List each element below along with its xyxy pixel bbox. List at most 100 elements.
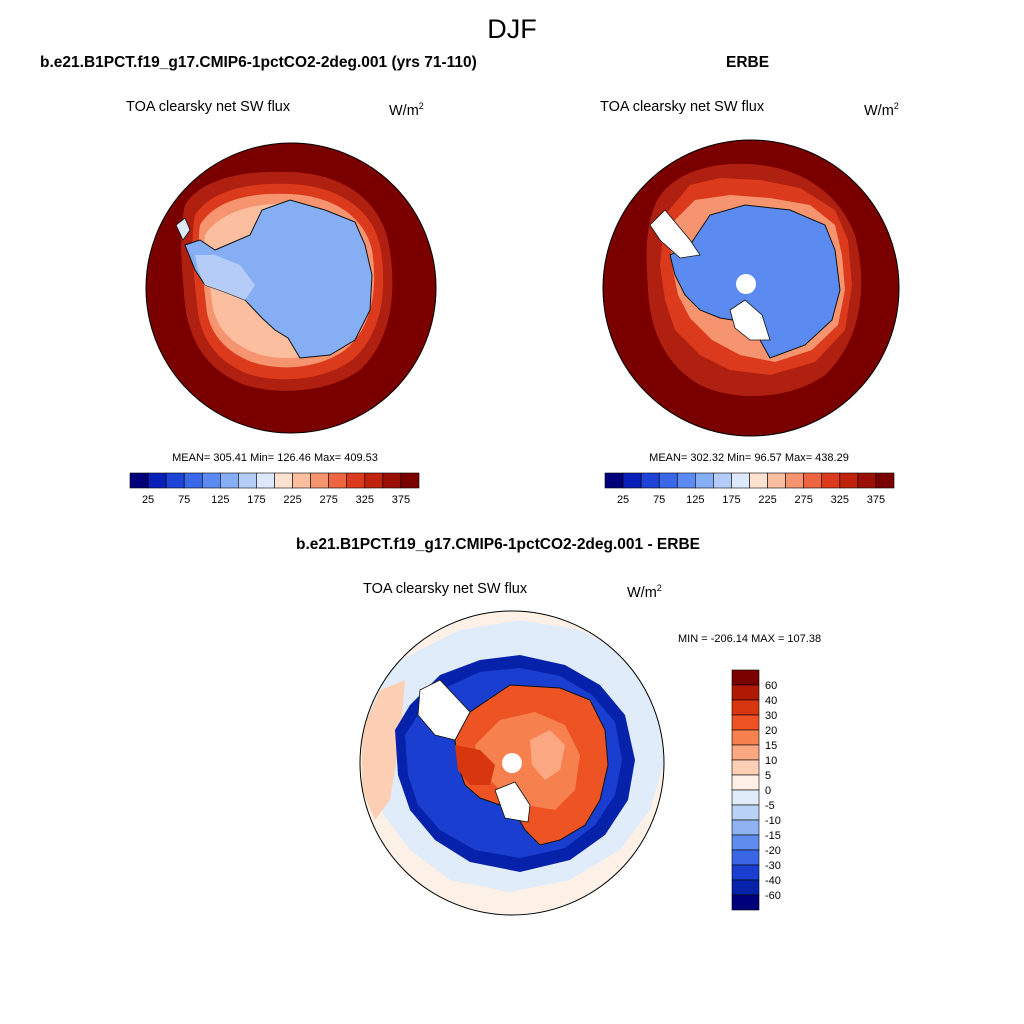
colorbar-swatch <box>731 879 760 896</box>
colorbar-tick-label: 15 <box>765 740 777 752</box>
colorbar-tick-label: 20 <box>765 725 777 737</box>
colorbar-tick-label: 125 <box>211 494 229 506</box>
colorbar-tick-label: 175 <box>722 494 740 506</box>
colorbar-swatch <box>785 472 804 489</box>
colorbar-swatch <box>731 714 760 731</box>
colorbar-tick-label: -5 <box>765 800 775 812</box>
obs-map <box>603 140 899 436</box>
colorbar-swatch <box>400 472 420 489</box>
colorbar-swatch <box>364 472 384 489</box>
model-stats: MEAN= 305.41 Min= 126.46 Max= 409.53 <box>172 452 378 464</box>
colorbar-tick-label: 375 <box>392 494 410 506</box>
model-units-label: W/m2 <box>389 101 424 119</box>
colorbar-tick-label: 25 <box>617 494 629 506</box>
colorbar-swatch <box>731 894 760 911</box>
colorbar-swatch <box>220 472 239 489</box>
colorbar-tick-label: 375 <box>867 494 885 506</box>
colorbar-swatch <box>731 684 760 701</box>
colorbar-swatch <box>346 472 366 489</box>
model-panel-title: b.e21.B1PCT.f19_g17.CMIP6-1pctCO2-2deg.0… <box>40 54 477 71</box>
colorbar-swatch <box>676 472 696 489</box>
colorbar-tick-label: 75 <box>653 494 665 506</box>
colorbar-tick-label: 25 <box>142 494 154 506</box>
colorbar-tick-label: 0 <box>765 785 771 797</box>
colorbar-tick-label: -20 <box>765 845 781 857</box>
model-map <box>146 143 436 433</box>
colorbar-swatch <box>382 472 402 489</box>
diff-colorbar: 60 40 30 20 15 10 5 0 -5 -10 -15 -20 -30 -40 -60 <box>731 669 781 911</box>
colorbar-swatch <box>731 744 760 761</box>
colorbar-swatch <box>201 472 221 489</box>
colorbar-tick-label: 275 <box>795 494 813 506</box>
obs-units-label: W/m2 <box>864 101 899 119</box>
colorbar-swatch <box>731 804 760 821</box>
colorbar-swatch <box>731 774 760 791</box>
colorbar-swatch <box>165 472 185 489</box>
diff-map <box>360 611 664 915</box>
colorbar-swatch <box>622 472 642 489</box>
obs-panel-title: ERBE <box>726 54 770 71</box>
colorbar-tick-label: -15 <box>765 830 781 842</box>
colorbar-swatch <box>658 472 678 489</box>
colorbar-swatch <box>821 472 841 489</box>
colorbar-swatch <box>129 472 149 489</box>
colorbar-swatch <box>731 729 760 746</box>
diff-panel-title: b.e21.B1PCT.f19_g17.CMIP6-1pctCO2-2deg.0… <box>296 536 700 553</box>
colorbar-tick-label: 275 <box>320 494 338 506</box>
model-colorbar: 25 75 125 175 225 275 325 375 <box>129 472 420 506</box>
colorbar-swatch <box>604 472 624 489</box>
obs-colorbar: 25 75 125 175 225 275 325 375 <box>604 472 895 506</box>
colorbar-swatch <box>731 759 760 776</box>
colorbar-swatch <box>328 472 348 489</box>
colorbar-tick-label: 325 <box>831 494 849 506</box>
diff-variable-label: TOA clearsky net SW flux <box>363 581 528 597</box>
colorbar-tick-label: 325 <box>356 494 374 506</box>
colorbar-tick-label: 75 <box>178 494 190 506</box>
obs-stats: MEAN= 302.32 Min= 96.57 Max= 438.29 <box>649 452 849 464</box>
colorbar-swatch <box>731 669 760 686</box>
colorbar-tick-label: 225 <box>283 494 301 506</box>
diff-units-label: W/m2 <box>627 583 662 601</box>
colorbar-tick-label: 30 <box>765 710 777 722</box>
colorbar-swatch <box>731 849 760 866</box>
colorbar-swatch <box>767 472 786 489</box>
model-variable-label: TOA clearsky net SW flux <box>126 99 291 115</box>
colorbar-swatch <box>238 472 257 489</box>
colorbar-swatch <box>695 472 714 489</box>
colorbar-swatch <box>731 864 760 881</box>
colorbar-swatch <box>875 472 895 489</box>
colorbar-tick-label: -30 <box>765 860 781 872</box>
colorbar-tick-label: 175 <box>247 494 265 506</box>
diff-pole-hole <box>502 753 522 773</box>
colorbar-swatch <box>310 472 329 489</box>
colorbar-tick-label: 125 <box>686 494 704 506</box>
colorbar-swatch <box>731 819 760 836</box>
colorbar-tick-label: 10 <box>765 755 777 767</box>
colorbar-swatch <box>857 472 877 489</box>
colorbar-tick-label: -10 <box>765 815 781 827</box>
colorbar-swatch <box>147 472 167 489</box>
colorbar-swatch <box>839 472 859 489</box>
colorbar-swatch <box>731 699 760 716</box>
colorbar-tick-label: -60 <box>765 890 781 902</box>
colorbar-swatch <box>749 472 768 489</box>
colorbar-swatch <box>640 472 660 489</box>
obs-variable-label: TOA clearsky net SW flux <box>600 99 765 115</box>
colorbar-tick-label: 225 <box>758 494 776 506</box>
colorbar-swatch <box>274 472 293 489</box>
obs-pole-hole <box>736 274 756 294</box>
colorbar-swatch <box>731 472 750 489</box>
colorbar-tick-label: 60 <box>765 680 777 692</box>
colorbar-swatch <box>713 472 732 489</box>
colorbar-tick-label: -40 <box>765 875 781 887</box>
figure-title: DJF <box>487 14 537 44</box>
colorbar-swatch <box>731 789 760 806</box>
colorbar-swatch <box>292 472 311 489</box>
colorbar-tick-label: 40 <box>765 695 777 707</box>
colorbar-swatch <box>803 472 823 489</box>
diff-stats: MIN = -206.14 MAX = 107.38 <box>678 633 822 645</box>
colorbar-swatch <box>731 834 760 851</box>
colorbar-tick-label: 5 <box>765 770 771 782</box>
colorbar-swatch <box>256 472 275 489</box>
